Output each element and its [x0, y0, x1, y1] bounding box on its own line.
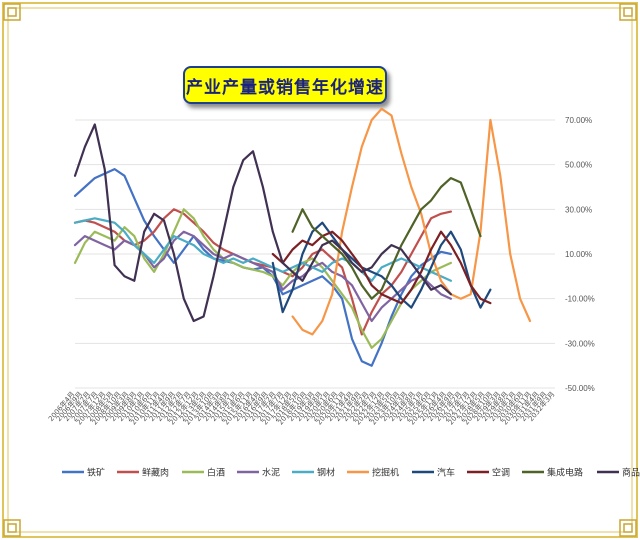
- series-line-4: [73, 217, 452, 282]
- legend-label: 挖掘机: [372, 467, 399, 479]
- legend-label: 白酒: [207, 467, 225, 479]
- y-tick-label: 10.00%: [565, 250, 592, 259]
- series-line-9: [73, 123, 452, 323]
- legend-label: 钢材: [317, 467, 335, 479]
- legend: 铁矿 鲜藏肉 白酒 水泥 钢材 挖掘机 汽车 空调 集成电路 商品房销售: [62, 467, 640, 479]
- series-line-6: [271, 221, 492, 314]
- legend-label: 集成电路: [547, 467, 583, 479]
- series-line-7: [271, 230, 492, 305]
- corner-ornament-bl: [3, 519, 21, 537]
- y-tick-label: -50.00%: [565, 384, 595, 393]
- legend-label: 铁矿: [87, 467, 105, 479]
- y-tick-label: -30.00%: [565, 339, 595, 348]
- legend-label: 鲜藏肉: [142, 467, 169, 479]
- legend-label: 水泥: [262, 467, 280, 479]
- legend-label: 空调: [492, 467, 510, 479]
- corner-ornament-br: [619, 519, 637, 537]
- y-tick-label: 50.00%: [565, 161, 592, 170]
- corner-ornament-tr: [619, 3, 637, 21]
- chart-title: 产业产量或销售年化增速: [186, 77, 384, 98]
- series-lines: [73, 107, 532, 367]
- legend-label: 汽车: [437, 467, 455, 479]
- corner-ornament-tl: [3, 3, 21, 21]
- series-line-2: [73, 208, 452, 349]
- series-line-8: [291, 177, 482, 300]
- y-axis-ticks: 70.00% 50.00% 30.00% 10.00% -10.00% -30.00% -5…: [565, 116, 595, 393]
- y-tick-label: -10.00%: [565, 295, 595, 304]
- chart-title-box: 产业产量或销售年化增速: [183, 66, 387, 104]
- x-axis-ticks: 2006年4月2006年9月2007年2月2007年7月2007年12月2008…: [46, 390, 556, 427]
- y-tick-label: 30.00%: [565, 205, 592, 214]
- series-line-5: [291, 107, 532, 336]
- y-tick-label: 70.00%: [565, 116, 592, 125]
- legend-label: 商品房销售: [622, 467, 640, 479]
